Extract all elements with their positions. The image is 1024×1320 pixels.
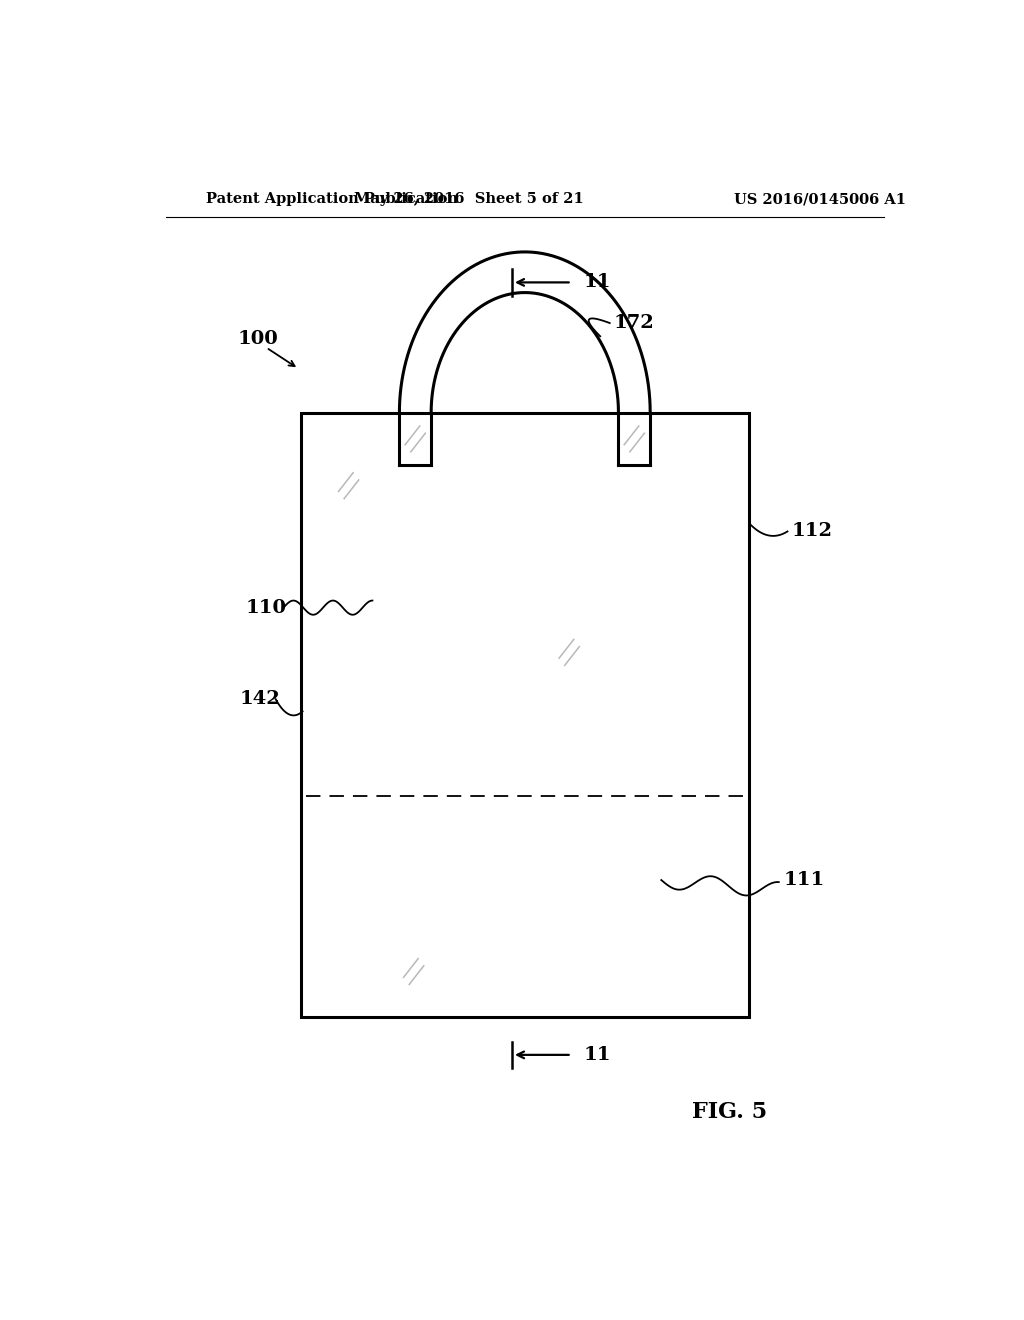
- Text: 100: 100: [238, 330, 279, 348]
- Text: 142: 142: [240, 690, 280, 708]
- Text: 172: 172: [613, 314, 654, 333]
- Text: 111: 111: [783, 871, 824, 890]
- Text: FIG. 5: FIG. 5: [692, 1101, 767, 1123]
- Text: US 2016/0145006 A1: US 2016/0145006 A1: [734, 191, 906, 206]
- Text: 112: 112: [792, 523, 833, 540]
- Text: 11: 11: [584, 273, 611, 292]
- Text: 110: 110: [246, 599, 287, 616]
- Text: Patent Application Publication: Patent Application Publication: [206, 191, 458, 206]
- Text: May 26, 2016  Sheet 5 of 21: May 26, 2016 Sheet 5 of 21: [354, 191, 584, 206]
- Text: 11: 11: [584, 1045, 611, 1064]
